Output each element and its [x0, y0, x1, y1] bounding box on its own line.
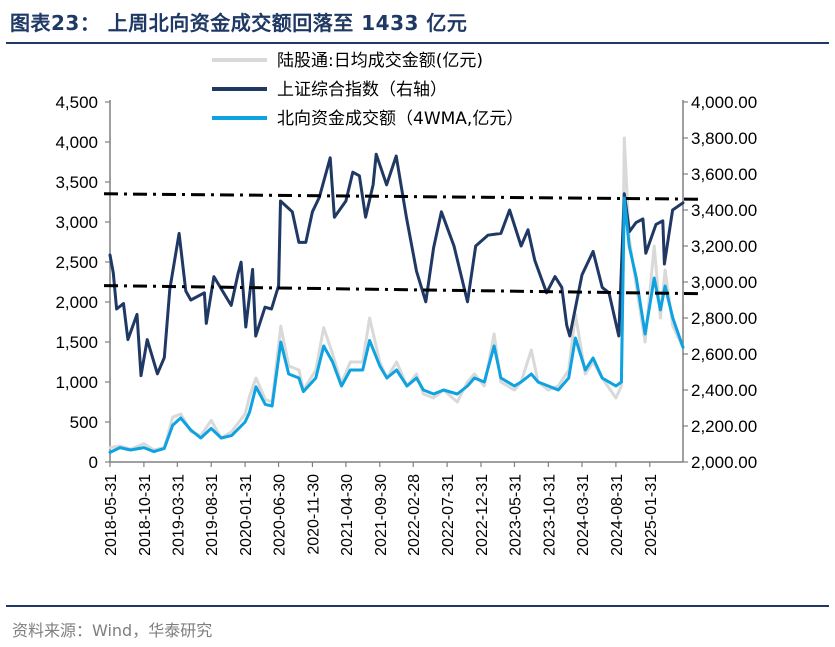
- y-right-tick-label: 3,200.00: [691, 237, 757, 256]
- series-line: [108, 196, 685, 454]
- y-right-tick-label: 3,000.00: [691, 273, 757, 292]
- x-tick-label: 2019-08-31: [204, 474, 221, 556]
- x-tick-label: 2019-03-31: [170, 474, 187, 556]
- y-right-tick-label: 2,200.00: [691, 417, 757, 436]
- y-right-tick-label: 2,000.00: [691, 453, 757, 472]
- y-right-tick-label: 2,800.00: [691, 309, 757, 328]
- x-tick-label: 2023-05-31: [507, 474, 524, 556]
- reference-line: [103, 284, 700, 296]
- y-left-tick-label: 2,500: [55, 253, 98, 272]
- y-right-tick-label: 3,800.00: [691, 129, 757, 148]
- figure-footer: 资料来源：Wind，华泰研究: [6, 605, 829, 647]
- y-left-tick-label: 4,500: [55, 93, 98, 112]
- y-left-tick-label: 1,500: [55, 333, 98, 352]
- reference-line: [103, 192, 700, 201]
- y-right-tick-label: 2,400.00: [691, 381, 757, 400]
- legend-label: 陆股通:日均成交金额(亿元): [277, 51, 483, 71]
- series-line: [108, 136, 685, 452]
- x-tick-label: 2022-02-28: [406, 474, 423, 556]
- legend-label: 上证综合指数（右轴）: [277, 80, 447, 100]
- x-tick-label: 2024-03-31: [575, 474, 592, 556]
- figure-source: 资料来源：Wind，华泰研究: [12, 621, 213, 640]
- y-left-tick-label: 3,000: [55, 213, 98, 232]
- x-tick-label: 2021-09-30: [373, 474, 390, 556]
- x-tick-label: 2018-10-31: [137, 474, 154, 556]
- figure-title: 图表23： 上周北向资金成交额回落至 1433 亿元: [10, 11, 468, 35]
- x-tick-label: 2024-08-31: [609, 474, 626, 556]
- x-tick-label: 2020-06-30: [272, 474, 289, 556]
- y-right-tick-label: 3,400.00: [691, 201, 757, 220]
- x-tick-label: 2023-10-31: [541, 474, 558, 556]
- y-left-tick-label: 4,000: [55, 133, 98, 152]
- y-right-tick-label: 2,600.00: [691, 345, 757, 364]
- y-left-tick-label: 1,000: [55, 373, 98, 392]
- chart: 0 500 1,000 1,500 2,000 2,500 3,000 3,500 4,000 4…: [55, 51, 757, 556]
- x-tick-label: 2018-05-31: [103, 474, 120, 556]
- y-right-tick-label: 3,600.00: [691, 165, 757, 184]
- y-left-tick-label: 0: [89, 453, 98, 472]
- x-tick-label: 2022-07-31: [440, 474, 457, 556]
- y-right-tick-label: 4,000.00: [691, 93, 757, 112]
- y-left-tick-label: 500: [70, 413, 98, 432]
- y-left-tick-label: 2,000: [55, 293, 98, 312]
- series-line: [108, 152, 685, 378]
- x-tick-label: 2020-11-30: [305, 474, 322, 555]
- x-tick-label: 2020-01-31: [238, 474, 255, 556]
- figure-header: 图表23： 上周北向资金成交额回落至 1433 亿元: [6, 0, 829, 44]
- x-tick-label: 2022-12-31: [474, 474, 491, 556]
- legend-label: 北向资金成交额（4WMA,亿元）: [277, 109, 523, 129]
- y-left-tick-label: 3,500: [55, 173, 98, 192]
- x-tick-label: 2021-04-30: [339, 474, 356, 556]
- x-tick-label: 2025-01-31: [643, 474, 660, 556]
